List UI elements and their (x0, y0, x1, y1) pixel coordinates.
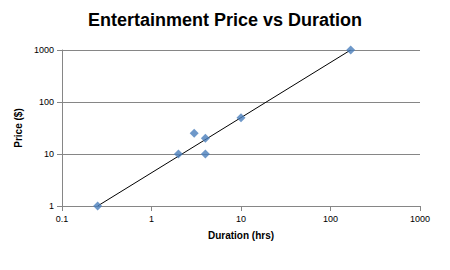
svg-text:100: 100 (39, 97, 54, 107)
svg-text:1: 1 (49, 201, 54, 211)
svg-text:100: 100 (323, 214, 338, 224)
svg-text:Price ($): Price ($) (13, 108, 24, 147)
svg-text:Duration (hrs): Duration (hrs) (208, 230, 274, 241)
svg-text:0.1: 0.1 (56, 214, 69, 224)
svg-text:1000: 1000 (410, 214, 430, 224)
svg-text:10: 10 (44, 149, 54, 159)
svg-text:10: 10 (236, 214, 246, 224)
svg-text:Entertainment Price vs Duratio: Entertainment Price vs Duration (88, 10, 362, 30)
svg-text:1000: 1000 (34, 45, 54, 55)
svg-text:1: 1 (149, 214, 154, 224)
